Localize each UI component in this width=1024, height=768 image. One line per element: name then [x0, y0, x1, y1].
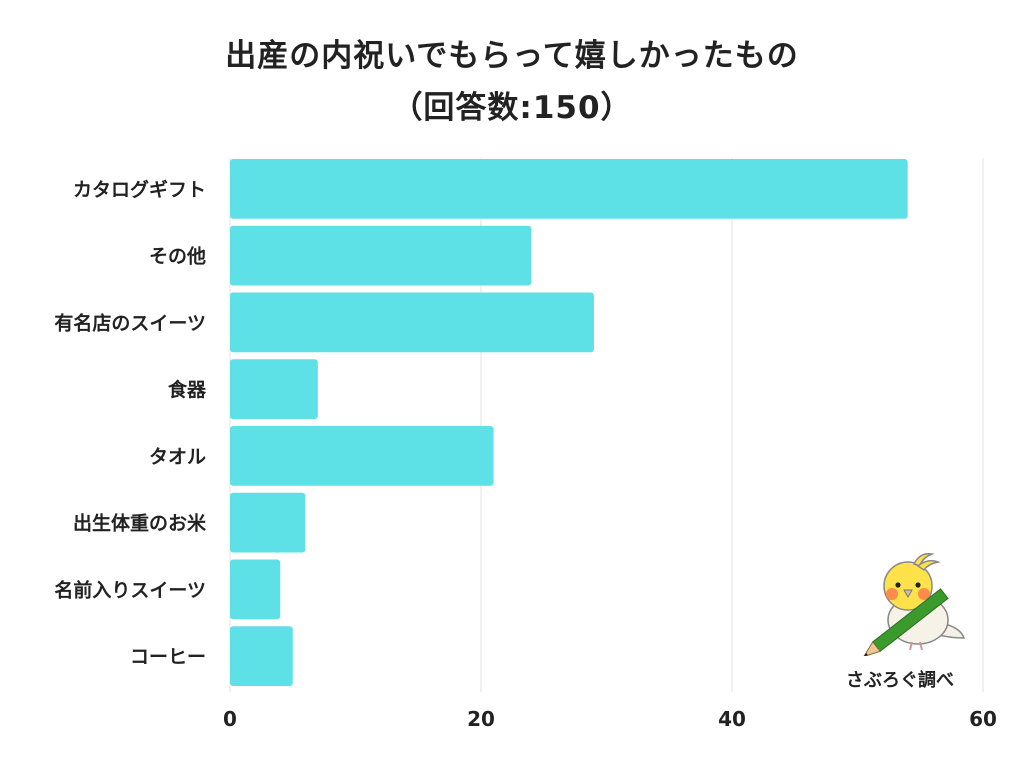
category-label: タオル [149, 446, 206, 468]
category-label: コーヒー [130, 646, 206, 668]
chart-title-line1: 出産の内祝いでもらって嬉しかったもの [225, 38, 799, 74]
bar [230, 159, 908, 219]
category-label: カタログギフト [73, 178, 206, 201]
bar [230, 426, 494, 486]
source-credit: さぶろぐ調べ [846, 670, 954, 691]
cockatiel-mascot-icon [858, 552, 970, 660]
x-axis-tick-labels: 0 20 40 60 [223, 707, 997, 731]
x-tick-label: 0 [223, 707, 237, 731]
bar [230, 559, 281, 620]
x-tick-label: 20 [467, 707, 495, 731]
bar [230, 626, 293, 686]
bar [230, 292, 594, 353]
bar [230, 492, 306, 553]
category-label: 食器 [168, 378, 207, 401]
bar [230, 359, 318, 419]
category-label: 出生体重のお米 [73, 512, 207, 535]
x-tick-label: 40 [718, 707, 746, 731]
chart-title: 出産の内祝いでもらって嬉しかったもの （回答数:150） [0, 30, 1024, 134]
category-label: 名前入りスイーツ [54, 578, 206, 601]
category-label: 有名店のスイーツ [54, 311, 206, 334]
bar [230, 225, 532, 286]
x-tick-label: 60 [969, 707, 997, 731]
chart-title-line2: （回答数:150） [391, 90, 633, 126]
category-label: その他 [149, 245, 206, 268]
bars [230, 159, 908, 686]
category-labels: カタログギフトその他有名店のスイーツ食器タオル出生体重のお米名前入りスイーツコー… [54, 178, 207, 668]
